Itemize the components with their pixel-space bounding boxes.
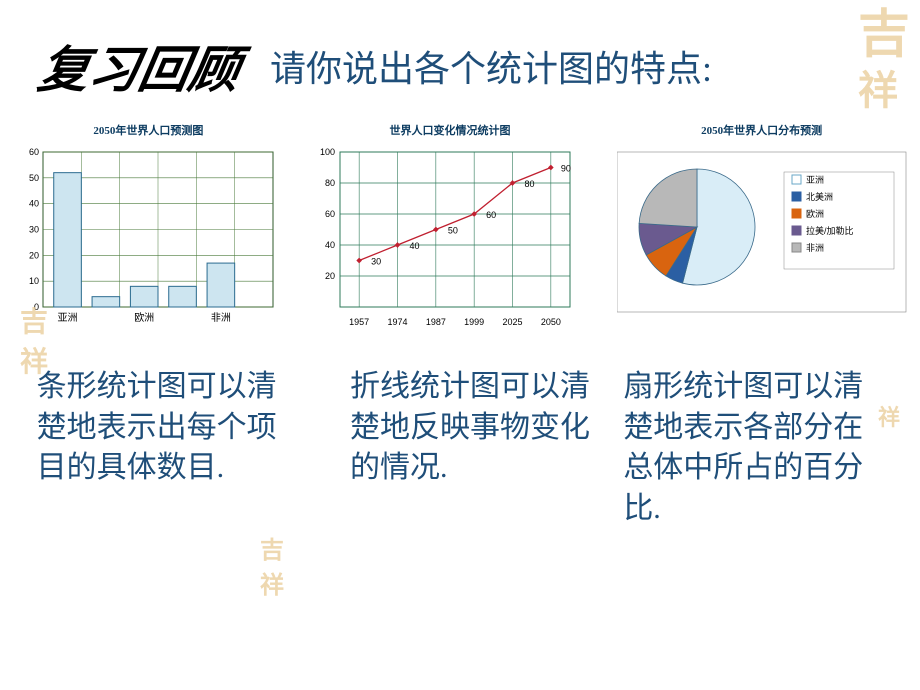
svg-text:0: 0: [34, 302, 39, 312]
bar-chart: 0 10 20 30 40 50 60 亚洲 欧洲 非洲: [13, 142, 283, 342]
svg-text:90: 90: [561, 164, 571, 174]
line-chart: 20 40 60 80 100 1957 1974 1987 1999 2025 2050 30 40 5…: [300, 142, 600, 342]
svg-text:1999: 1999: [464, 317, 484, 327]
line-chart-description: 折线统计图可以清楚地反映事物变化的情况.: [350, 367, 590, 529]
svg-text:欧洲: 欧洲: [806, 208, 824, 219]
pie-chart-description: 扇形统计图可以清楚地表示各部分在总体中所占的百分比.: [623, 367, 883, 529]
review-title: 复习回顾: [34, 30, 247, 102]
svg-text:欧洲: 欧洲: [135, 312, 155, 324]
svg-text:30: 30: [29, 225, 39, 235]
svg-text:亚洲: 亚洲: [58, 312, 78, 324]
line-chart-title: 世界人口变化情况统计图: [389, 122, 510, 138]
bar-chart-box: 2050年世界人口预测图 0 10 20 30 40 50 60 亚洲 欧洲 非洲: [13, 122, 283, 342]
svg-text:拉美/加勒比: 拉美/加勒比: [806, 225, 854, 236]
svg-text:1974: 1974: [387, 317, 407, 327]
svg-text:2025: 2025: [502, 317, 522, 327]
svg-text:2050: 2050: [541, 317, 561, 327]
svg-text:20: 20: [29, 250, 39, 260]
svg-text:60: 60: [29, 147, 39, 157]
svg-text:北美洲: 北美洲: [806, 191, 833, 202]
pie-chart-title: 2050年世界人口分布预测: [701, 122, 822, 138]
header: 复习回顾 请你说出各个统计图的特点:: [0, 0, 920, 112]
bar-chart-title: 2050年世界人口预测图: [93, 122, 203, 138]
svg-text:80: 80: [524, 179, 534, 189]
svg-text:20: 20: [325, 271, 335, 281]
svg-text:60: 60: [325, 209, 335, 219]
svg-text:40: 40: [325, 240, 335, 250]
charts-row: 2050年世界人口预测图 0102030405060亚洲欧洲非洲 世界人口变化情…: [0, 112, 920, 342]
svg-text:1957: 1957: [349, 317, 369, 327]
svg-text:80: 80: [325, 178, 335, 188]
svg-text:50: 50: [29, 173, 39, 183]
pie-chart-box: 2050年世界人口分布预测 亚洲北美洲欧洲拉美/加勒比非洲: [617, 122, 907, 342]
svg-text:60: 60: [486, 210, 496, 220]
pie-chart: 亚洲北美洲欧洲拉美/加勒比非洲: [617, 142, 907, 322]
svg-text:1987: 1987: [426, 317, 446, 327]
svg-text:非洲: 非洲: [211, 312, 231, 324]
descriptions-row: 条形统计图可以清楚地表示出每个项目的具体数目. 折线统计图可以清楚地反映事物变化…: [0, 342, 920, 529]
svg-text:40: 40: [409, 241, 419, 251]
svg-text:100: 100: [320, 147, 335, 157]
svg-text:50: 50: [448, 226, 458, 236]
svg-text:40: 40: [29, 199, 39, 209]
main-prompt: 请你说出各个统计图的特点:: [270, 40, 712, 92]
bar-chart-description: 条形统计图可以清楚地表示出每个项目的具体数目.: [37, 367, 297, 529]
svg-text:30: 30: [371, 257, 381, 267]
svg-text:亚洲: 亚洲: [806, 175, 824, 185]
svg-text:10: 10: [29, 276, 39, 286]
svg-text:非洲: 非洲: [806, 242, 824, 253]
line-chart-box: 世界人口变化情况统计图 2040608010019571974198719992…: [300, 122, 600, 342]
